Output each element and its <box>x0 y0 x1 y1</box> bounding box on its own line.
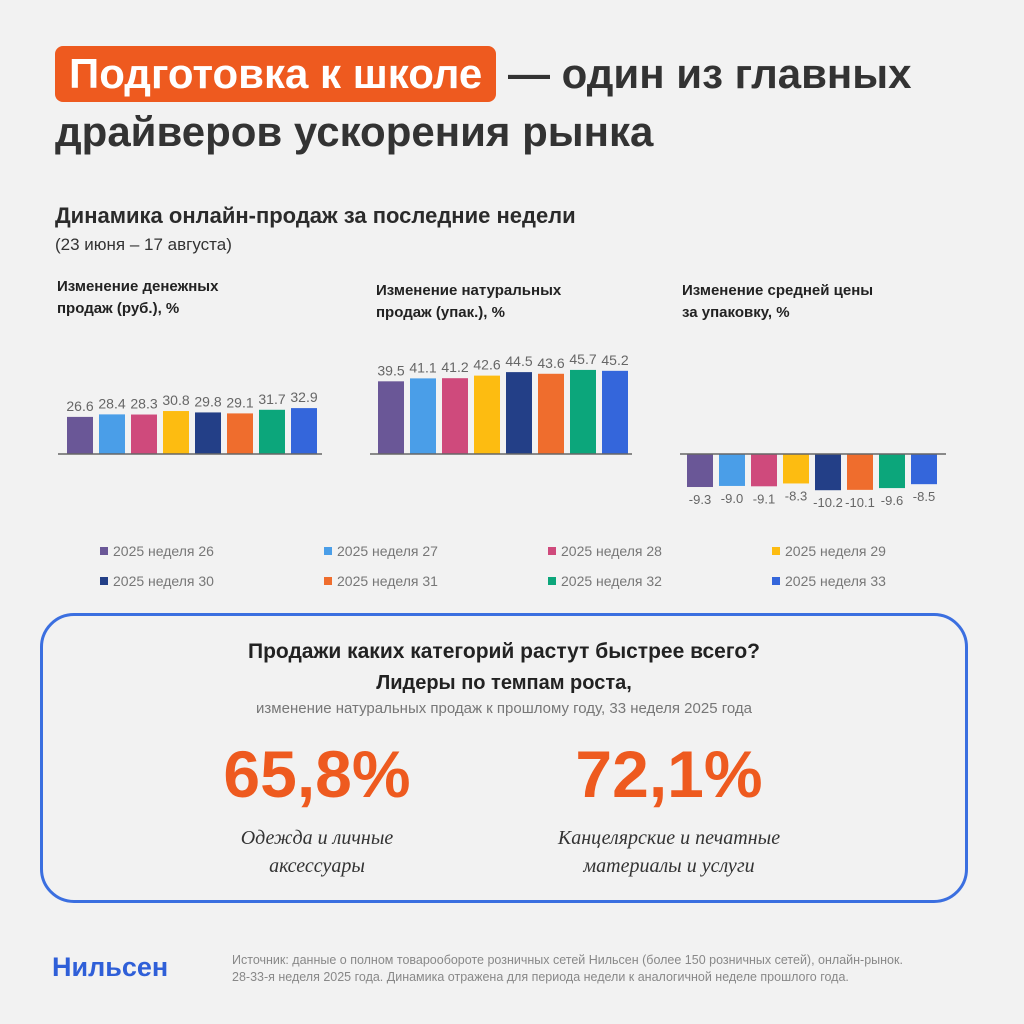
bar-panel1-week26 <box>67 416 93 454</box>
legend-label: 2025 неделя 28 <box>561 543 662 559</box>
data-label-panel3-week28: -9.1 <box>753 491 775 506</box>
bar-panel3-week33 <box>911 454 937 485</box>
data-label-panel2-week30: 44.5 <box>505 353 532 369</box>
data-label-panel3-week32: -9.6 <box>881 493 903 508</box>
bar-panel1-week31 <box>227 413 253 454</box>
box-heading: Лидеры по темпам роста, <box>376 672 632 694</box>
title-highlight: Подготовка к школе <box>55 46 497 102</box>
bar-panel1-week33 <box>291 408 317 454</box>
data-label-panel2-week31: 43.6 <box>537 355 564 371</box>
legend-item-week28: 2025 неделя 28 <box>548 543 662 559</box>
data-label-panel1-week26: 26.6 <box>66 398 93 414</box>
legend-label: 2025 неделя 31 <box>337 573 438 589</box>
bar-panel2-week28 <box>442 378 468 454</box>
data-label-panel2-week32: 45.7 <box>569 351 596 367</box>
bar-panel3-week27 <box>719 454 745 486</box>
bar-panel1-week27 <box>99 414 125 454</box>
legend-swatch <box>100 577 108 586</box>
legend-swatch <box>772 577 780 586</box>
data-label-panel3-week31: -10.1 <box>845 495 875 510</box>
data-label-panel3-week30: -10.2 <box>813 495 843 510</box>
stat-value: 65,8% <box>223 737 411 811</box>
data-label-panel1-week31: 29.1 <box>226 394 253 410</box>
legend-item-week29: 2025 неделя 29 <box>772 543 886 559</box>
data-label-panel2-week33: 45.2 <box>601 352 628 368</box>
bar-panel1-week30 <box>195 412 221 454</box>
source-footnote: Источник: данные о полном товарообороте … <box>232 953 903 984</box>
data-label-panel1-week33: 32.9 <box>290 389 317 405</box>
data-label-panel1-week29: 30.8 <box>162 392 189 408</box>
legend-label: 2025 неделя 33 <box>785 573 886 589</box>
legend-swatch <box>324 547 332 556</box>
legend-swatch <box>324 577 332 586</box>
data-label-panel2-week26: 39.5 <box>377 362 404 378</box>
bar-panel1-week32 <box>259 409 285 454</box>
bar-panel2-week32 <box>570 369 596 454</box>
bar-panel3-week29 <box>783 454 809 484</box>
bar-panel2-week29 <box>474 375 500 454</box>
bar-panel3-week26 <box>687 454 713 488</box>
legend-item-week27: 2025 неделя 27 <box>324 543 438 559</box>
bar-panel2-week30 <box>506 372 532 454</box>
legend-item-week26: 2025 неделя 26 <box>100 543 214 559</box>
bar-panel1-week28 <box>131 414 157 454</box>
data-label-panel1-week28: 28.3 <box>130 396 157 412</box>
data-label-panel3-week29: -8.3 <box>785 488 807 503</box>
chart-period: (23 июня – 17 августа) <box>55 235 232 254</box>
data-label-panel2-week29: 42.6 <box>473 357 500 373</box>
legend-label: 2025 неделя 27 <box>337 543 438 559</box>
legend-swatch <box>100 547 108 556</box>
panel-label-units: Изменение натуральных продаж (упак.), % <box>376 282 562 321</box>
bar-panel2-week31 <box>538 373 564 454</box>
title-line-2: драйверов ускорения рынка <box>55 108 654 155</box>
data-label-panel1-week27: 28.4 <box>98 395 125 411</box>
title-line-1: Подготовка к школе — один из главных <box>55 45 995 103</box>
legend-label: 2025 неделя 30 <box>113 573 214 589</box>
legend-item-week31: 2025 неделя 31 <box>324 573 438 589</box>
legend-label: 2025 неделя 26 <box>113 543 214 559</box>
stat-value: 72,1% <box>575 737 763 811</box>
panel-label-price: Изменение средней цены за упаковку, % <box>682 282 874 321</box>
box-subheading: изменение натуральных продаж к прошлому … <box>256 700 752 717</box>
legend-item-week32: 2025 неделя 32 <box>548 573 662 589</box>
panel-label-money: Изменение денежных продаж (руб.), % <box>57 278 219 317</box>
bar-panel2-week27 <box>410 378 436 454</box>
bar-panel2-week33 <box>602 370 628 454</box>
stat-label: Одежда и личные аксессуары <box>240 827 394 877</box>
bar-panel3-week28 <box>751 454 777 487</box>
data-label-panel3-week27: -9.0 <box>721 491 743 506</box>
legend-swatch <box>548 547 556 556</box>
legend-swatch <box>772 547 780 556</box>
data-label-panel3-week33: -8.5 <box>913 489 935 504</box>
legend-item-week30: 2025 неделя 30 <box>100 573 214 589</box>
stat-stationery: 72,1% Канцелярские и печатные материалы … <box>519 734 819 880</box>
box-question: Продажи каких категорий растут быстрее в… <box>248 640 760 663</box>
data-label-panel2-week27: 41.1 <box>409 359 436 375</box>
stat-label: Канцелярские и печатные материалы и услу… <box>557 827 781 877</box>
title-rest: — один из главных <box>507 50 912 97</box>
bar-panel3-week32 <box>879 454 905 489</box>
data-label-panel1-week32: 31.7 <box>258 391 285 407</box>
legend-label: 2025 неделя 32 <box>561 573 662 589</box>
data-label-panel3-week26: -9.3 <box>689 492 711 507</box>
page-title: Подготовка к школе — один из главных дра… <box>55 45 995 161</box>
bar-charts: 26.6 28.4 28.3 30.8 29.8 29.1 31.7 32.9 39.5 41.1… <box>58 351 946 510</box>
legend-item-week33: 2025 неделя 33 <box>772 573 886 589</box>
legend-swatch <box>548 577 556 586</box>
chart-subtitle: Динамика онлайн-продаж за последние неде… <box>55 203 576 228</box>
data-label-panel2-week28: 41.2 <box>441 359 468 375</box>
data-label-panel1-week30: 29.8 <box>194 393 221 409</box>
legend-label: 2025 неделя 29 <box>785 543 886 559</box>
nielsen-logo: Нильсен <box>52 952 169 982</box>
stat-clothing: 65,8% Одежда и личные аксессуары <box>167 734 467 880</box>
growth-leaders-box: Продажи каких категорий растут быстрее в… <box>40 613 968 903</box>
bar-panel3-week31 <box>847 454 873 490</box>
bar-panel2-week26 <box>378 381 404 454</box>
bar-panel3-week30 <box>815 454 841 491</box>
bar-panel1-week29 <box>163 411 189 454</box>
